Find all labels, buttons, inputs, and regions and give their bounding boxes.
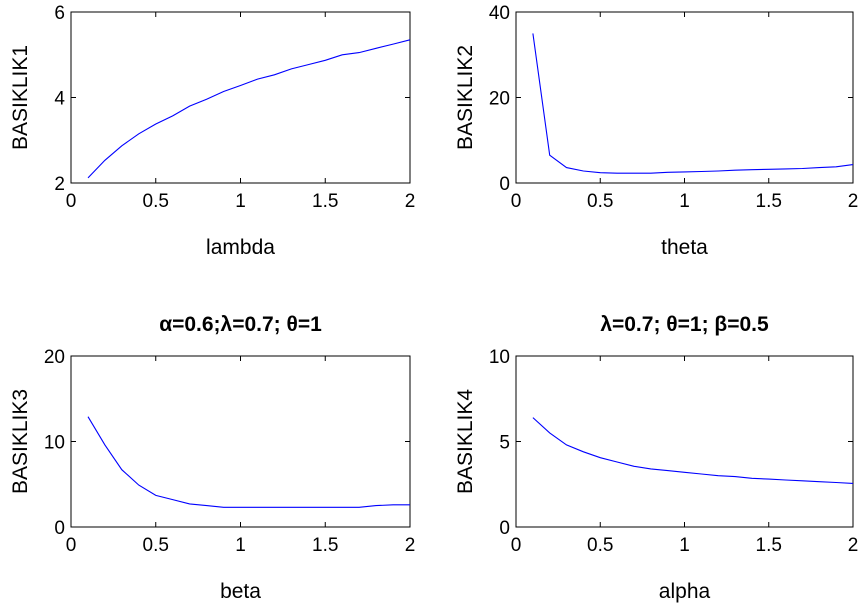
y-axis-label: BASIKLIK1 [9,45,32,150]
y-tick-label: 10 [489,347,510,368]
axes-frame [515,11,854,184]
y-tick-label: 4 [54,89,65,110]
chart-title: α=0.6;λ=0.7; θ=1 [159,313,322,336]
y-tick-label: 0 [499,174,510,195]
y-tick-label: 20 [44,347,65,368]
x-tick-label: 1.5 [312,191,338,212]
x-tick-label: 1.5 [312,535,338,556]
y-tick-label: 2 [54,174,65,195]
x-tick-label: 0 [66,535,77,556]
chart-title: λ=0.7; θ=1; β=0.5 [600,313,769,336]
x-tick-label: 0 [511,535,522,556]
series-line [87,39,411,179]
x-axis-label: alpha [659,580,711,603]
subplot-1: 0 0.5 1 1.5 2 2 4 6 lambda BASIKLIK1 [9,3,415,259]
axes-frame [70,11,411,184]
y-axis-label: BASIKLIK4 [454,389,477,494]
x-tick-label: 0.5 [143,191,169,212]
x-tick-label: 0.5 [143,535,169,556]
x-tick-label: 0.5 [587,191,613,212]
axes-frame [515,355,854,528]
x-tick-label: 0 [66,191,77,212]
y-tick-label: 0 [54,518,65,539]
x-tick-label: 2 [405,191,416,212]
subplot-4: 0 0.5 1 1.5 2 0 5 10 alpha BASIKLIK4 λ=0.7; θ=1; β… [454,313,858,603]
y-axis-label: BASIKLIK2 [454,45,477,150]
x-tick-label: 1.5 [756,535,782,556]
y-tick-label: 0 [499,518,510,539]
series-line [87,416,410,508]
y-tick-label: 6 [54,3,65,24]
y-axis-label: BASIKLIK3 [9,389,32,494]
series-line [532,33,854,174]
x-axis-label: lambda [206,236,275,259]
x-tick-label: 1 [235,535,246,556]
y-tick-label: 5 [499,433,510,454]
x-axis-label: beta [220,580,261,603]
x-axis-label: theta [661,236,708,259]
x-tick-label: 1.5 [756,191,782,212]
x-tick-label: 1 [679,191,690,212]
x-tick-label: 2 [848,191,859,212]
axes-frame [70,355,411,528]
x-tick-label: 1 [679,535,690,556]
y-tick-label: 10 [44,433,65,454]
y-tick-label: 20 [489,89,510,110]
subplot-3: 0 0.5 1 1.5 201020betaBASIKLIK3α=0.6;λ=0.7; … [9,313,415,603]
x-tick-label: 0 [511,191,522,212]
series-line [532,417,854,484]
x-tick-label: 2 [848,535,859,556]
x-tick-label: 0.5 [587,535,613,556]
x-tick-label: 2 [405,535,416,556]
y-tick-label: 40 [489,3,510,24]
x-tick-label: 1 [235,191,246,212]
